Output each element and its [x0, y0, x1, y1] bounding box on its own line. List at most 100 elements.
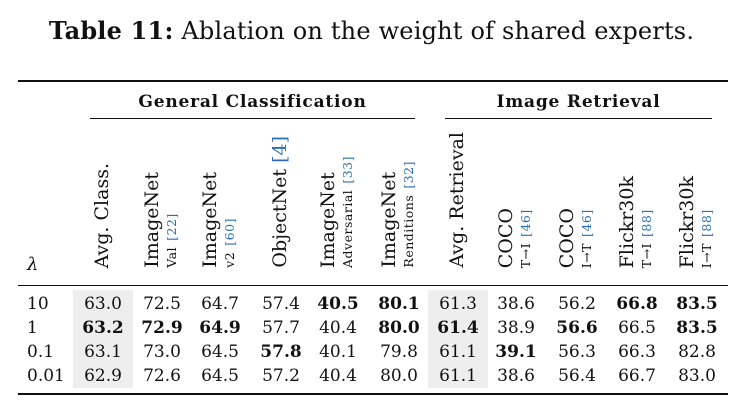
- table-cell: 80.0: [380, 366, 418, 386]
- column-header: Avg. Class.: [91, 162, 114, 268]
- table-cell: 40.4: [319, 366, 357, 386]
- column-header-main: Flickr30k: [616, 175, 638, 268]
- column-header-main: Avg. Retrieval: [446, 132, 468, 268]
- group-rule-classification: [90, 118, 415, 119]
- group-image-retrieval: Image Retrieval: [496, 92, 661, 112]
- column-header-main: ObjectNet: [269, 169, 291, 268]
- column-header-sub: v2: [222, 251, 237, 268]
- table-cell: 61.4: [437, 318, 479, 338]
- table-cell: 61.1: [439, 366, 477, 386]
- table-cell: 83.5: [676, 294, 718, 314]
- column-header: COCO I→T [46]: [556, 207, 597, 268]
- table-cell: 40.1: [319, 342, 357, 362]
- column-header-sub: T→I: [639, 242, 654, 268]
- citation-link[interactable]: [46]: [579, 209, 594, 237]
- table-cell: 57.7: [262, 318, 300, 338]
- column-header-main: ImageNet: [141, 172, 163, 268]
- column-header: ObjectNet [4]: [269, 136, 292, 268]
- table-cell: 62.9: [84, 366, 122, 386]
- avg-retrieval-shade: [428, 290, 488, 388]
- column-header: Flickr30k T→I [88]: [616, 175, 657, 268]
- citation-link[interactable]: [4]: [269, 136, 291, 164]
- table-cell: 56.3: [558, 342, 596, 362]
- table-cell: 63.0: [84, 294, 122, 314]
- column-header-sub: Adversarial: [340, 189, 355, 268]
- table-cell: 72.9: [141, 318, 183, 338]
- table-cell: 80.0: [378, 318, 420, 338]
- table-cell: 38.6: [497, 366, 535, 386]
- table-cell: 66.7: [618, 366, 656, 386]
- table-cell: 61.3: [439, 294, 477, 314]
- column-header: Flickr30k I→T [88]: [676, 175, 717, 268]
- citation-link[interactable]: [33]: [340, 156, 355, 184]
- table-cell: 83.0: [678, 366, 716, 386]
- table-cell: 66.5: [618, 318, 656, 338]
- column-header: ImageNet v2 [60]: [199, 172, 240, 268]
- group-general-classification: General Classification: [138, 92, 367, 112]
- table-cell: 56.4: [558, 366, 596, 386]
- lambda-header: λ: [27, 254, 39, 275]
- table-cell: 57.8: [260, 342, 302, 362]
- table-cell: 38.9: [497, 318, 535, 338]
- caption-text: Ablation on the weight of shared experts…: [181, 17, 695, 45]
- column-header-sub: I→T: [699, 242, 714, 268]
- column-header-main: ImageNet: [317, 172, 339, 268]
- column-header-sub: I→T: [579, 242, 594, 268]
- table-cell: 80.1: [378, 294, 420, 314]
- row-lambda-label: 10: [27, 294, 49, 314]
- row-lambda-label: 0.01: [27, 366, 65, 386]
- column-header-sub: T→I: [518, 242, 533, 268]
- column-header: Avg. Retrieval: [446, 132, 469, 268]
- row-lambda-label: 0.1: [27, 342, 55, 362]
- caption-label: Table 11:: [48, 16, 174, 45]
- table-caption: Table 11: Ablation on the weight of shar…: [0, 16, 743, 45]
- column-header-main: ImageNet: [199, 172, 221, 268]
- column-header-main: Avg. Class.: [91, 162, 113, 268]
- table-cell: 73.0: [143, 342, 181, 362]
- group-rule-retrieval: [445, 118, 712, 119]
- table-cell: 56.2: [558, 294, 596, 314]
- table-cell: 83.5: [676, 318, 718, 338]
- table-cell: 64.7: [201, 294, 239, 314]
- table-cell: 57.4: [262, 294, 300, 314]
- table-cell: 57.2: [262, 366, 300, 386]
- column-header: ImageNet Renditions [32]: [378, 161, 419, 268]
- column-header-sub: Renditions: [401, 195, 416, 268]
- column-header-main: COCO: [495, 207, 517, 268]
- table-cell: 38.6: [497, 294, 535, 314]
- column-header-main: ImageNet: [378, 172, 400, 268]
- citation-link[interactable]: [88]: [699, 209, 714, 237]
- column-header-main: Flickr30k: [676, 175, 698, 268]
- table-cell: 82.8: [678, 342, 716, 362]
- table-cell: 40.4: [319, 318, 357, 338]
- row-lambda-label: 1: [27, 318, 38, 338]
- citation-link[interactable]: [88]: [639, 209, 654, 237]
- table-cell: 79.8: [380, 342, 418, 362]
- citation-link[interactable]: [22]: [164, 213, 179, 242]
- column-header-sub: Val: [164, 247, 179, 268]
- mid-rule: [18, 285, 728, 286]
- table-cell: 61.1: [439, 342, 477, 362]
- table-cell: 64.5: [201, 342, 239, 362]
- table-cell: 66.8: [616, 294, 658, 314]
- table-cell: 63.2: [82, 318, 124, 338]
- bottom-rule: [18, 393, 728, 395]
- table-cell: 66.3: [618, 342, 656, 362]
- column-header: ImageNet Val [22]: [141, 172, 182, 268]
- citation-link[interactable]: [46]: [518, 209, 533, 237]
- top-rule: [18, 80, 728, 82]
- table-cell: 64.5: [201, 366, 239, 386]
- table-cell: 72.6: [143, 366, 181, 386]
- table-cell: 64.9: [199, 318, 241, 338]
- table-cell: 72.5: [143, 294, 181, 314]
- column-header-main: COCO: [556, 207, 578, 268]
- column-header: ImageNet Adversarial [33]: [317, 156, 358, 268]
- table-cell: 63.1: [84, 342, 122, 362]
- column-header: COCO T→I [46]: [495, 207, 536, 268]
- table-cell: 39.1: [495, 342, 537, 362]
- citation-link[interactable]: [32]: [401, 161, 416, 190]
- avg-class-shade: [73, 290, 133, 388]
- citation-link[interactable]: [60]: [222, 218, 237, 246]
- table-cell: 56.6: [556, 318, 598, 338]
